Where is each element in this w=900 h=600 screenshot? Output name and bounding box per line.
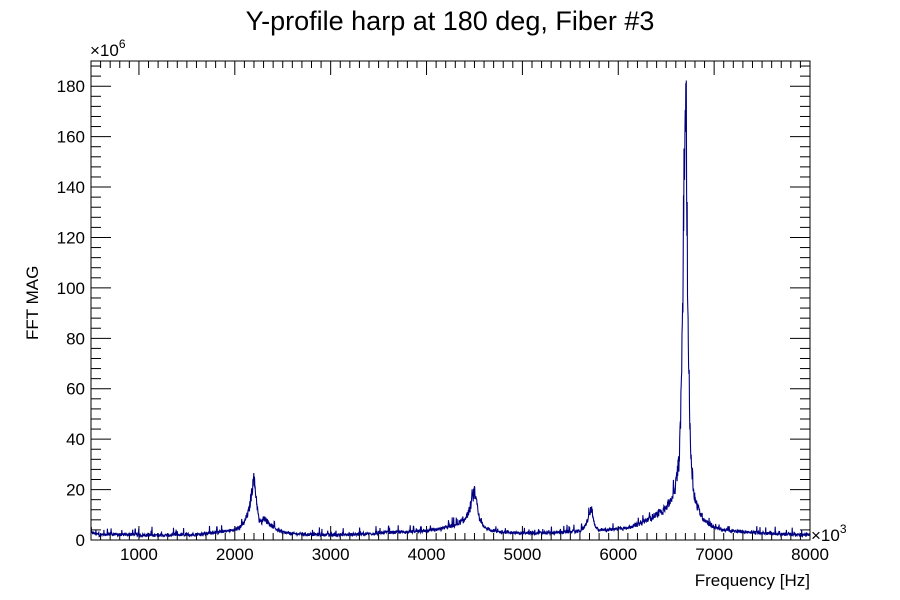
y-tick-label: 80 bbox=[66, 329, 85, 348]
series-line bbox=[90, 80, 811, 539]
y-exponent-label: ×106 bbox=[90, 37, 126, 60]
chart-title: Y-profile harp at 180 deg, Fiber #3 bbox=[246, 6, 655, 36]
y-exponent-power: 6 bbox=[119, 37, 126, 51]
x-tick-label: 2000 bbox=[216, 545, 254, 564]
y-tick-label: 160 bbox=[57, 128, 85, 147]
y-tick-label: 180 bbox=[57, 77, 85, 96]
x-axis-label: Frequency [Hz] bbox=[695, 571, 810, 590]
x-tick-label: 1000 bbox=[120, 545, 158, 564]
y-tick-label: 0 bbox=[76, 531, 85, 550]
y-tick-label: 120 bbox=[57, 228, 85, 247]
x-tick-label: 4000 bbox=[408, 545, 446, 564]
x-tick-label: 7000 bbox=[695, 545, 733, 564]
x-tick-label: 8000 bbox=[791, 545, 829, 564]
y-tick-label: 140 bbox=[57, 178, 85, 197]
x-tick-label: 6000 bbox=[599, 545, 637, 564]
y-tick-label: 100 bbox=[57, 279, 85, 298]
x-tick-label: 3000 bbox=[312, 545, 350, 564]
y-tick-label: 40 bbox=[66, 430, 85, 449]
y-axis-label: FFT MAG bbox=[23, 266, 42, 340]
y-tick-label: 20 bbox=[66, 481, 85, 500]
x-exponent-label: ×103 bbox=[811, 522, 847, 545]
y-tick-label: 60 bbox=[66, 380, 85, 399]
x-tick-label: 5000 bbox=[503, 545, 541, 564]
x-exponent-base: ×10 bbox=[811, 526, 840, 545]
x-exponent-power: 3 bbox=[840, 522, 847, 536]
axes-group: 1000 2000 3000 4000 5000 6000 7000 8000 0 20 40 60 8… bbox=[57, 61, 829, 564]
plot-frame bbox=[90, 60, 811, 541]
y-exponent-base: ×10 bbox=[90, 41, 119, 60]
